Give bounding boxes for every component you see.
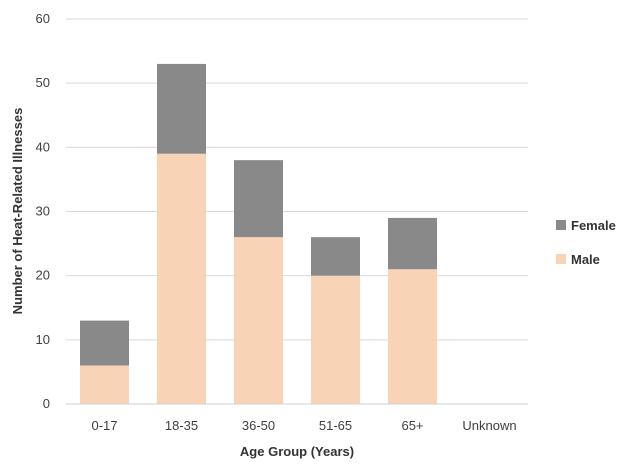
y-tick-label: 60 [36,11,50,26]
bar-male-65+ [388,269,437,404]
y-tick-label: 10 [36,332,50,347]
x-tick-label: 18-35 [165,418,198,433]
y-tick-label: 20 [36,268,50,283]
legend-swatch-female [556,220,566,230]
y-axis-title: Number of Heat-Related Illnesses [10,108,25,315]
bar-male-18-35 [157,153,206,404]
x-tick-label: 0-17 [91,418,117,433]
bar-female-65+ [388,217,437,270]
bar-male-0-17 [80,365,129,404]
bar-male-51-65 [311,275,360,404]
bar-female-36-50 [234,160,283,238]
bar-male-36-50 [234,237,283,404]
x-axis-title: Age Group (Years) [240,444,354,459]
y-tick-labels: 0 10 20 30 40 50 60 [36,11,50,411]
bar-female-51-65 [311,237,360,276]
legend-label-female: Female [571,218,616,233]
y-tick-label: 0 [43,396,50,411]
x-tick-label: 65+ [401,418,423,433]
bars [80,63,437,404]
bar-female-0-17 [80,320,129,366]
legend-label-male: Male [571,252,600,267]
legend: Female Male [556,218,616,267]
legend-swatch-male [556,254,566,264]
x-tick-label: Unknown [462,418,516,433]
y-tick-label: 30 [36,204,50,219]
x-tick-labels: 0-17 18-35 36-50 51-65 65+ Unknown [91,418,516,433]
x-tick-label: 36-50 [242,418,275,433]
y-tick-label: 40 [36,139,50,154]
bar-female-18-35 [157,63,206,154]
x-tick-label: 51-65 [319,418,352,433]
y-tick-label: 50 [36,75,50,90]
gridlines [66,18,528,341]
